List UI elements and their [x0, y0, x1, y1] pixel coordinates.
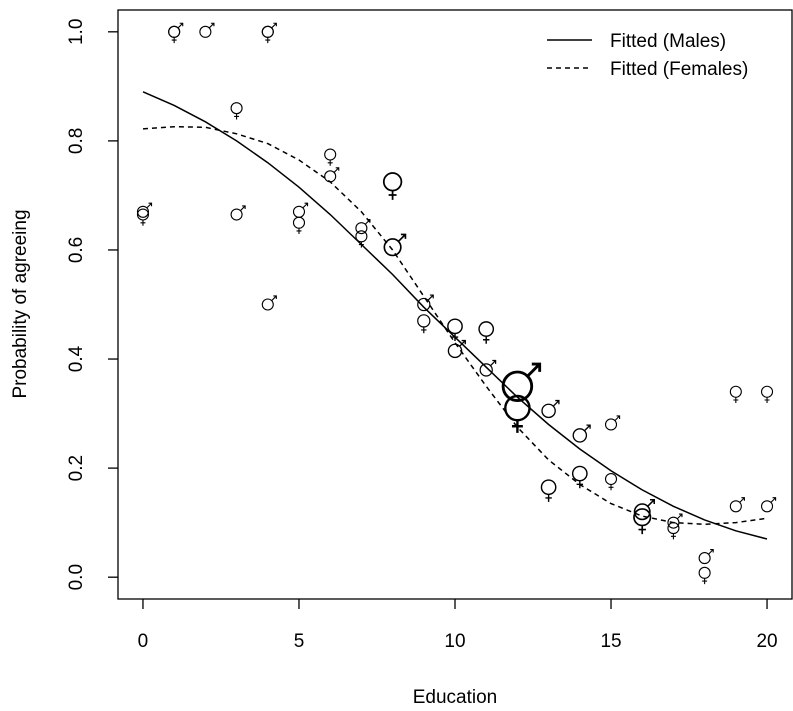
female-point: [571, 465, 588, 489]
female-point: [504, 394, 531, 433]
female-point: [230, 102, 243, 120]
male-point: [501, 362, 542, 403]
male-point: [324, 167, 340, 183]
y-tick-label: 0.6: [66, 237, 87, 263]
female-point: [633, 508, 652, 535]
x-tick-label: 20: [756, 631, 777, 652]
male-point: [136, 202, 153, 218]
female-point: [540, 479, 557, 502]
male-point: [760, 497, 777, 513]
y-tick-label: 0.4: [66, 345, 87, 372]
male-point: [667, 513, 683, 529]
male-point: [633, 498, 655, 521]
female-point: [261, 25, 274, 44]
female-point: [168, 25, 181, 44]
x-tick-label: 15: [600, 631, 621, 652]
x-axis: 0 5 10 15 20: [138, 599, 778, 652]
male-point: [698, 548, 714, 565]
female-point: [698, 566, 711, 585]
male-point: [604, 415, 621, 431]
data-points: [136, 22, 777, 585]
male-point: [417, 294, 434, 312]
female-point: [136, 208, 150, 226]
y-tick-label: 0.8: [66, 128, 87, 154]
male-point: [355, 219, 371, 235]
x-tick-label: 5: [294, 631, 305, 652]
x-tick-label: 0: [138, 631, 149, 652]
male-point: [729, 497, 745, 513]
legend-label-females: Fitted (Females): [610, 59, 748, 80]
x-axis-title: Education: [413, 687, 498, 708]
y-tick-label: 1.0: [66, 19, 87, 45]
legend: Fitted (Males) Fitted (Females): [547, 31, 748, 80]
female-point: [729, 385, 742, 404]
male-point: [383, 233, 407, 257]
legend-label-males: Fitted (Males): [610, 31, 726, 52]
female-point: [292, 216, 306, 234]
female-point: [447, 318, 463, 341]
male-point: [261, 22, 277, 38]
male-point: [572, 424, 591, 443]
male-point: [447, 339, 466, 359]
plot-frame: [117, 9, 793, 600]
fitted-line-males: [142, 91, 768, 540]
male-point: [168, 22, 184, 38]
y-axis-title: Probability of agreeing: [10, 209, 31, 398]
fitted-lines: [142, 91, 768, 540]
male-point: [292, 202, 309, 218]
y-tick-label: 0.0: [66, 564, 87, 590]
female-point: [417, 314, 431, 334]
male-point: [199, 22, 215, 38]
x-tick-label: 10: [444, 631, 465, 652]
female-point: [604, 472, 618, 491]
female-point: [355, 230, 368, 248]
y-axis: 0.0 0.2 0.4 0.6 0.8 1.0: [66, 19, 118, 590]
male-point: [261, 295, 277, 311]
female-point: [324, 148, 337, 166]
female-point: [478, 321, 495, 344]
male-point: [541, 399, 560, 419]
female-point: [382, 172, 403, 200]
y-tick-label: 0.2: [66, 455, 87, 481]
male-point: [230, 205, 246, 221]
male-point: [479, 359, 497, 377]
fitted-line-females: [142, 125, 768, 526]
female-point: [667, 522, 680, 540]
female-point: [760, 385, 774, 404]
